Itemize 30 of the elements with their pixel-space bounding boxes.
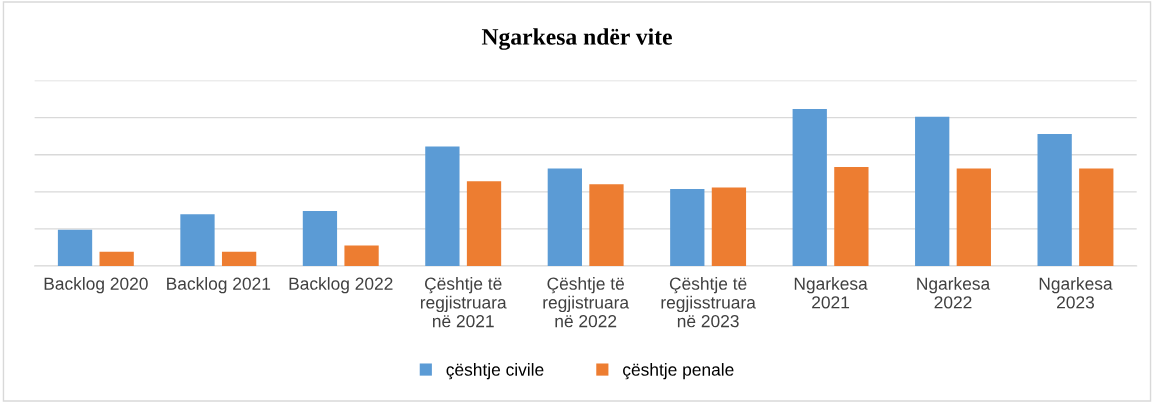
- x-tick-label: Backlog 2022: [289, 277, 393, 294]
- bar: [956, 168, 991, 266]
- bar: [1037, 134, 1072, 266]
- bar: [915, 116, 950, 266]
- bar: [670, 189, 705, 266]
- legend-label: çështje civile: [446, 363, 544, 380]
- bar: [221, 251, 257, 266]
- x-tick-label: Çështje të regjistruara në 2022: [543, 277, 630, 328]
- bar: [547, 168, 582, 266]
- bar: [589, 184, 624, 266]
- bar: [425, 146, 460, 266]
- x-tick-label: Çështje të regjistruara në 2021: [420, 277, 507, 328]
- x-tick-label: Backlog 2021: [167, 277, 271, 294]
- x-tick-label: Ngarkesa 2021: [794, 277, 868, 309]
- bar: [99, 251, 134, 266]
- x-tick-label: Backlog 2020: [44, 277, 148, 294]
- bar: [792, 108, 827, 266]
- bar: [180, 214, 215, 266]
- bar: [1079, 168, 1114, 266]
- chart-title: Ngarkesa ndër vite: [481, 28, 672, 50]
- bar: [711, 187, 747, 266]
- bar: [302, 210, 338, 266]
- x-tick-label: Ngarkesa 2023: [1039, 277, 1113, 309]
- bar: [57, 229, 93, 266]
- bar: [344, 245, 379, 266]
- bar: [466, 181, 502, 266]
- legend-label: çështje penale: [623, 363, 734, 380]
- x-tick-label: Çështje të regjisstruara në 2023: [661, 277, 756, 328]
- x-tick-label: Ngarkesa 2022: [917, 277, 991, 309]
- bar: [834, 167, 869, 266]
